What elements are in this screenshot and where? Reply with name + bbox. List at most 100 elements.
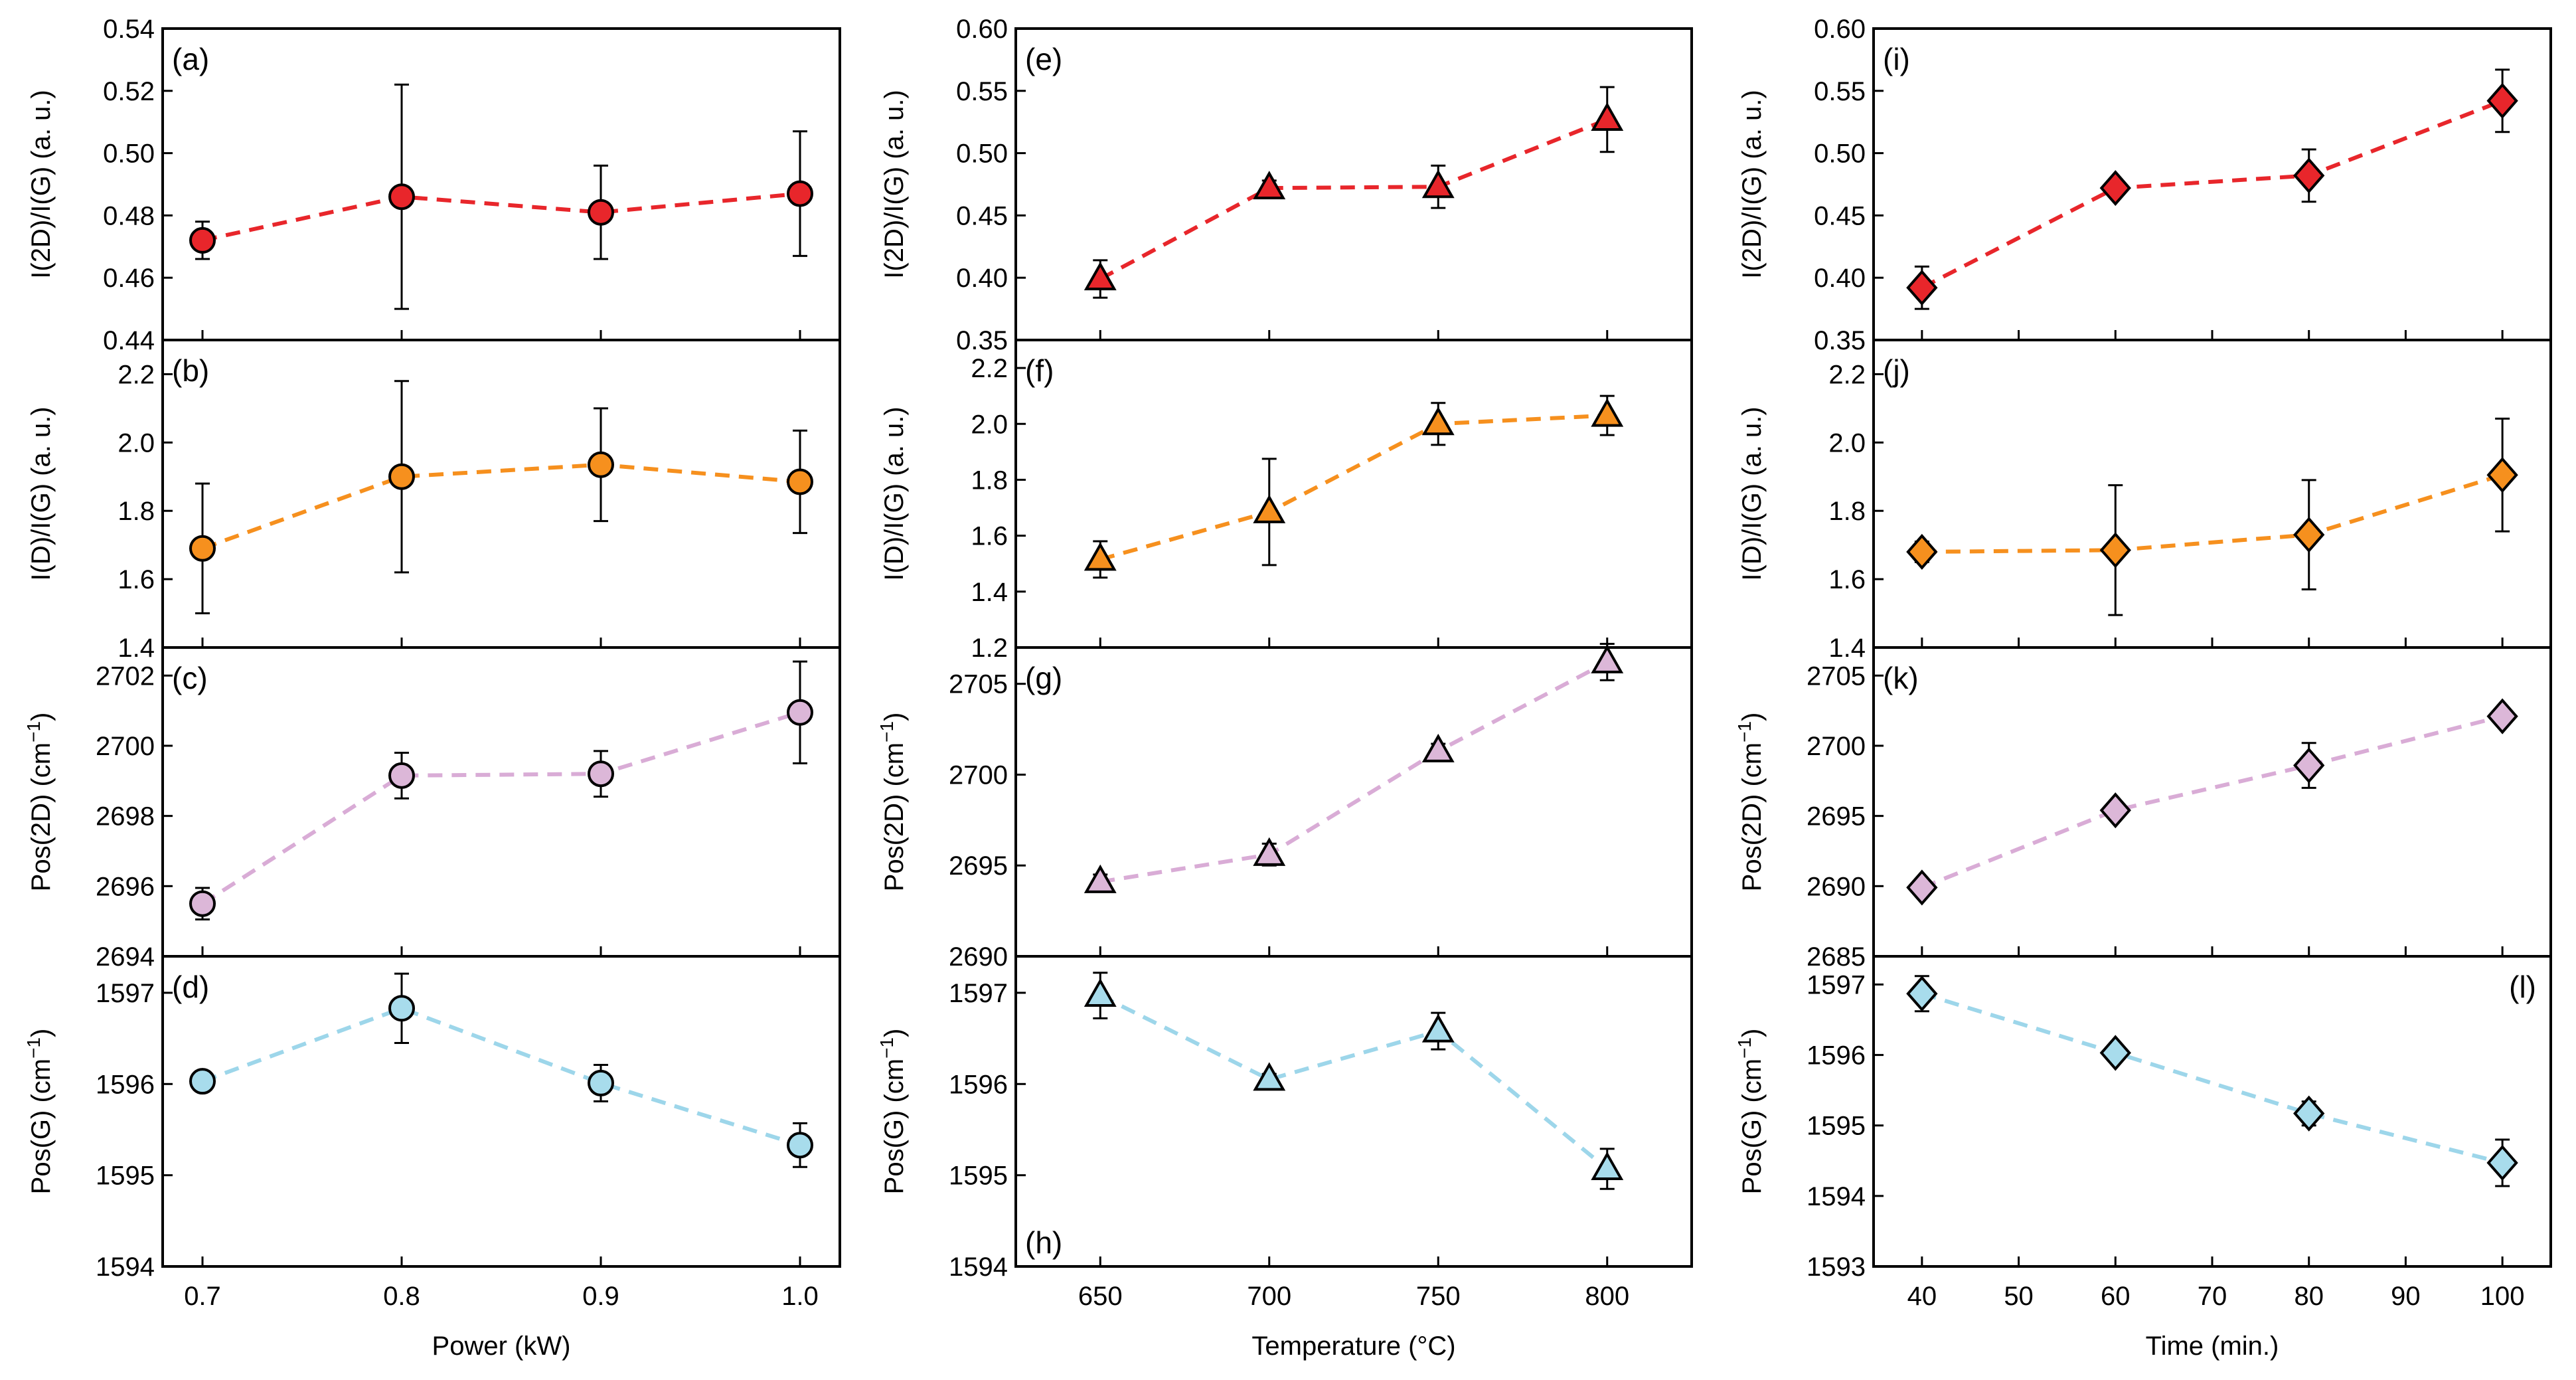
panel-f: 1.2 1.4 1.6 1.8 2.0 2.2 (f) — [971, 339, 1693, 663]
plot-frame — [1014, 27, 1693, 341]
y-axis-title: I(2D)/I(G) (a. u.) — [27, 90, 56, 278]
y-tick-label: 2696 — [96, 872, 155, 901]
y-tick-label: 1.8 — [118, 497, 155, 526]
data-point — [1421, 733, 1455, 762]
y-tick-label: 2.0 — [1828, 428, 1866, 458]
y-axis-title-sup: −1 — [23, 721, 44, 742]
data-point — [1591, 102, 1624, 131]
data-point — [1084, 542, 1117, 571]
plot-frame — [1872, 646, 2552, 958]
y-axis-title-text: Pos(2D) (cm — [880, 742, 909, 891]
y-tick-label: 1593 — [1807, 1252, 1866, 1282]
x-tick-label: 90 — [2391, 1282, 2421, 1311]
plot-frame — [1014, 955, 1693, 1268]
y-tick-label: 2690 — [1807, 872, 1866, 901]
y-tick-label: 2705 — [949, 670, 1008, 699]
y-axis-title: I(D)/I(G) (a. u.) — [27, 406, 56, 580]
data-point — [2293, 517, 2325, 553]
panel-c: 2694 2696 2698 2700 2702 (c) — [96, 646, 841, 972]
y-tick-label: 0.50 — [956, 139, 1008, 169]
y-tick-label: 0.50 — [103, 139, 155, 169]
data-point — [588, 1069, 614, 1096]
series-line — [1921, 992, 2503, 1165]
y-axis-title-sup: −1 — [876, 721, 897, 742]
panel-e: 0.35 0.40 0.45 0.50 0.55 0.60 (e) — [956, 15, 1693, 355]
panel-a: 0.44 0.46 0.48 0.50 0.52 0.54 (a) — [103, 15, 841, 355]
y-axis-title-tail: ) — [27, 1029, 56, 1037]
panel-l: 1593 1594 1595 1596 1597 40 50 60 70 80 90 100 (l) — [1807, 955, 2552, 1311]
panel-label: (l) — [2509, 970, 2536, 1004]
y-tick-label: 1595 — [1807, 1112, 1866, 1141]
x-tick-label: 1.0 — [781, 1282, 819, 1311]
y-tick-label: 2.2 — [118, 360, 155, 389]
x-tick-label: 0.9 — [582, 1282, 619, 1311]
y-axis-title: Pos(2D) (cm−1) — [1734, 713, 1767, 892]
plot-frame — [161, 339, 841, 649]
y-axis-title-text: Pos(G) (cm — [1737, 1059, 1767, 1194]
y-tick-label: 0.50 — [1814, 139, 1866, 169]
data-point — [1084, 864, 1117, 893]
panel-label: (g) — [1025, 661, 1062, 695]
y-tick-label: 0.54 — [103, 15, 155, 44]
y-tick-label: 0.60 — [956, 15, 1008, 44]
y-tick-label: 2695 — [1807, 802, 1866, 831]
y-tick-label: 0.35 — [956, 326, 1008, 355]
panel-label: (h) — [1025, 1225, 1062, 1260]
x-tick-label: 700 — [1247, 1282, 1291, 1311]
x-tick-label: 70 — [2198, 1282, 2227, 1311]
data-point — [2293, 747, 2325, 784]
panel-g: 2690 2695 2700 2705 (g) — [949, 643, 1693, 972]
data-point — [1253, 837, 1286, 866]
x-tick-label: 0.8 — [383, 1282, 420, 1311]
plot-frame — [1872, 27, 2552, 341]
series-line — [1921, 99, 2504, 290]
y-axis-title-tail: ) — [1737, 1029, 1767, 1037]
x-tick-label: 650 — [1078, 1282, 1123, 1311]
x-tick-label: 0.7 — [184, 1282, 221, 1311]
y-axis-title-sup: −1 — [23, 1037, 44, 1059]
y-axis-title-sup: −1 — [1734, 1037, 1755, 1059]
data-point — [1421, 406, 1455, 436]
data-point — [2486, 1144, 2518, 1181]
data-point — [1591, 644, 1624, 673]
x-tick-label: 100 — [2480, 1282, 2525, 1311]
y-tick-label: 0.46 — [103, 264, 155, 293]
data-point — [1906, 869, 1938, 906]
series-line — [201, 1006, 801, 1148]
panel-i: 0.35 0.40 0.45 0.50 0.55 0.60 (i) — [1814, 15, 2552, 355]
data-point — [787, 180, 813, 207]
y-axis-title: I(2D)/I(G) (a. u.) — [1737, 90, 1767, 278]
y-axis-title-text: I(2D)/I(G) (a. u.) — [27, 90, 56, 278]
data-point — [1084, 978, 1117, 1007]
plot-frame — [1014, 339, 1693, 649]
y-axis-title: Pos(G) (cm−1) — [876, 1029, 910, 1195]
data-point — [2486, 698, 2518, 734]
y-tick-label: 2695 — [949, 851, 1008, 881]
series-line — [202, 191, 801, 242]
y-tick-label: 1597 — [1807, 970, 1866, 999]
x-tick-label: 80 — [2294, 1282, 2324, 1311]
panel-label: (f) — [1025, 353, 1054, 388]
y-axis-title-text: Pos(G) (cm — [880, 1059, 909, 1194]
y-tick-label: 0.48 — [103, 201, 155, 230]
series-line — [1099, 993, 1609, 1171]
y-axis-title-text: I(D)/I(G) (a. u.) — [1737, 406, 1767, 580]
plot-frame — [161, 27, 841, 341]
plot-frame — [1872, 955, 2552, 1268]
y-tick-label: 0.40 — [1814, 264, 1866, 293]
y-tick-label: 1595 — [96, 1162, 155, 1191]
plot-frame — [1872, 339, 2552, 649]
y-tick-label: 1.6 — [118, 565, 155, 594]
y-tick-label: 1597 — [949, 979, 1008, 1008]
data-point — [388, 995, 415, 1022]
y-tick-label: 1.4 — [1828, 634, 1866, 663]
plot-frame — [161, 955, 841, 1268]
y-tick-label: 2685 — [1807, 942, 1866, 972]
y-tick-label: 0.60 — [1814, 15, 1866, 44]
y-axis-title: I(D)/I(G) (a. u.) — [880, 406, 909, 580]
data-point — [2293, 157, 2325, 194]
y-tick-label: 2700 — [1807, 732, 1866, 761]
data-point — [2099, 1035, 2131, 1071]
data-point — [1591, 1151, 1624, 1181]
